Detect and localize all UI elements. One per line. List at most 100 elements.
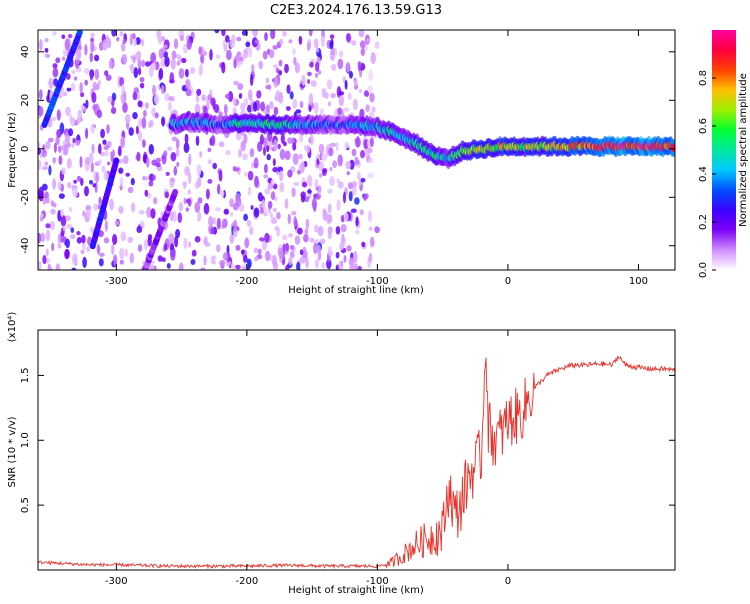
noise-speckle <box>279 170 284 182</box>
noise-speckle <box>245 41 251 47</box>
noise-speckle <box>307 79 311 84</box>
noise-speckle <box>236 36 242 42</box>
noise-speckle <box>44 47 49 53</box>
noise-speckle <box>132 56 136 64</box>
noise-speckle <box>203 203 210 215</box>
noise-speckle <box>241 30 248 36</box>
noise-speckle <box>76 237 82 244</box>
colorbar-label: Normalized spectral amplitude <box>738 73 749 227</box>
noise-speckle <box>329 34 335 39</box>
noise-speckle <box>194 103 201 116</box>
noise-speckle <box>254 175 259 188</box>
noise-speckle <box>298 35 303 45</box>
noise-speckle <box>265 77 270 84</box>
noise-speckle <box>216 217 221 230</box>
noise-speckle <box>264 188 271 195</box>
noise-speckle <box>363 193 368 201</box>
noise-speckle <box>288 39 293 44</box>
noise-speckle <box>75 59 80 65</box>
noise-speckle <box>148 180 154 187</box>
colorbar-ticks: 0.0 0.2 0.4 0.6 0.8 <box>698 70 716 278</box>
noise-speckle <box>335 141 339 152</box>
noise-speckle <box>308 30 313 37</box>
noise-speckle <box>272 45 278 50</box>
noise-speckle <box>218 141 225 148</box>
noise-speckle <box>293 181 300 187</box>
noise-speckle <box>44 191 49 199</box>
noise-speckle <box>44 161 49 166</box>
noise-speckle <box>107 161 111 166</box>
noise-speckle <box>137 130 143 142</box>
noise-speckle <box>264 163 268 174</box>
noise-speckle <box>247 170 254 181</box>
noise-speckle <box>319 173 323 178</box>
noise-speckle <box>146 206 152 219</box>
noise-speckle <box>114 220 120 226</box>
noise-speckle <box>354 197 360 205</box>
noise-speckle <box>240 102 246 112</box>
noise-speckle <box>337 107 343 116</box>
noise-speckle <box>352 98 358 111</box>
noise-speckle <box>305 256 309 269</box>
noise-speckle <box>61 167 66 175</box>
noise-speckle <box>176 161 180 168</box>
noise-speckle <box>233 167 240 172</box>
noise-speckle <box>272 158 276 167</box>
noise-speckle <box>346 32 351 43</box>
noise-speckle <box>96 109 103 119</box>
noise-speckle <box>336 199 341 211</box>
noise-speckle <box>202 50 207 56</box>
noise-speckle <box>107 95 113 103</box>
noise-speckle <box>55 57 61 64</box>
x-tick-label: -300 <box>105 576 128 587</box>
noise-speckle <box>112 254 118 266</box>
noise-speckle <box>153 94 160 105</box>
noise-speckle <box>198 46 203 55</box>
noise-speckle <box>178 262 184 270</box>
noise-speckle <box>233 219 238 232</box>
noise-speckle <box>57 242 62 249</box>
noise-speckle <box>71 253 78 266</box>
noise-speckle <box>136 151 141 162</box>
noise-speckle <box>142 176 146 181</box>
noise-speckle <box>93 203 99 211</box>
noise-speckle <box>120 137 125 149</box>
noise-speckle <box>48 165 52 176</box>
noise-speckle <box>170 152 177 162</box>
noise-speckle <box>92 183 96 188</box>
noise-speckle <box>82 210 86 217</box>
noise-speckle <box>355 216 359 227</box>
noise-speckle <box>226 244 230 255</box>
noise-speckle <box>38 261 42 270</box>
noise-speckle <box>197 176 202 188</box>
noise-speckle <box>140 220 144 228</box>
noise-speckle <box>132 91 138 101</box>
noise-speckle <box>200 267 206 270</box>
noise-speckle <box>173 166 178 176</box>
noise-speckle <box>285 264 290 270</box>
y-tick-label: 0.5 <box>20 497 31 513</box>
noise-speckle <box>170 248 176 261</box>
noise-speckle <box>305 218 310 230</box>
x-tick-label: -200 <box>236 276 259 287</box>
noise-speckle <box>133 67 139 79</box>
noise-speckle <box>205 188 210 200</box>
noise-speckle <box>307 38 312 51</box>
noise-speckle <box>248 89 253 101</box>
noise-speckle <box>119 259 124 265</box>
noise-speckle <box>98 143 102 154</box>
noise-speckle <box>164 191 169 199</box>
noise-speckle <box>183 237 188 249</box>
noise-speckle <box>155 157 162 163</box>
noise-speckle <box>55 263 61 270</box>
noise-speckle <box>233 57 237 69</box>
noise-speckle <box>272 207 277 213</box>
noise-speckle <box>351 40 357 46</box>
noise-speckle <box>277 247 284 257</box>
noise-speckle <box>76 175 82 182</box>
noise-speckle <box>71 141 75 148</box>
noise-speckle <box>38 159 42 170</box>
noise-speckle <box>212 216 216 225</box>
noise-speckle <box>80 92 85 98</box>
noise-speckle <box>287 213 291 225</box>
